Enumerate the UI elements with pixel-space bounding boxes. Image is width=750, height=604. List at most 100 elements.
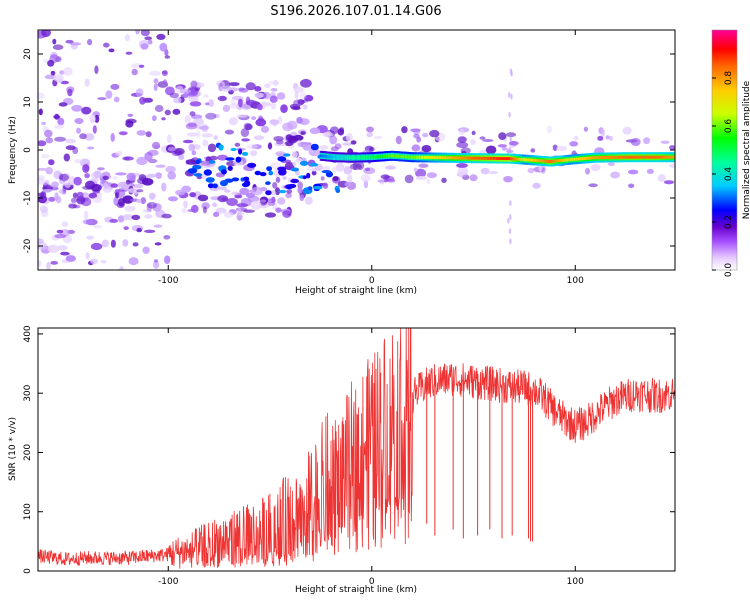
spectrogram-cell — [38, 140, 47, 147]
spectrogram-cell — [272, 80, 279, 86]
spectrogram-cell — [178, 154, 185, 161]
tone-track-core — [577, 157, 581, 161]
tone-track-core — [346, 156, 349, 160]
spectrogram-cell — [469, 174, 478, 182]
tone-track-core — [353, 156, 357, 160]
tone-track-core — [604, 156, 608, 159]
spectrogram-cell — [336, 162, 345, 172]
tone-track-core — [400, 155, 404, 158]
spectrogram-cell — [300, 160, 309, 166]
tone-track-core — [347, 156, 350, 160]
spectrogram-cell — [272, 182, 278, 189]
tone-track-core — [335, 155, 338, 159]
spectrogram-cell — [202, 139, 209, 147]
spectrogram-cell — [70, 197, 77, 203]
tone-track-core — [563, 158, 566, 162]
snr-panel: -100 0 100 0 100 200 300 400 Height of straigh… — [8, 325, 676, 595]
spectrogram-cell — [76, 195, 86, 205]
spectrogram-cell — [63, 67, 73, 76]
spectrogram-cell — [401, 126, 408, 134]
spectrogram-cell — [350, 163, 362, 171]
spectrogram-cell — [52, 44, 64, 50]
spectrogram-cell — [573, 135, 579, 141]
spectrogram-cell — [84, 78, 90, 87]
spectrogram-cell — [267, 142, 273, 150]
spectrogram-cell — [508, 146, 512, 153]
spectrogram-cell — [237, 207, 242, 216]
tone-track-core — [343, 156, 346, 159]
spectrogram-cell — [82, 164, 90, 173]
tone-track-core — [566, 158, 570, 162]
spectrogram-cell — [164, 109, 171, 116]
spectrogram-cell — [183, 200, 188, 209]
colorbar: 0.0 0.2 0.4 0.6 0.8 Normalized spectral ampl… — [711, 29, 750, 277]
spectrogram-cell — [161, 117, 166, 121]
spectrogram-cell — [456, 163, 468, 168]
spectrogram-cell — [144, 214, 153, 219]
spectrogram-cell — [203, 169, 212, 176]
tone-track-core — [592, 156, 596, 160]
spectrogram-cell — [115, 151, 123, 157]
spectrogram-cell — [290, 131, 298, 136]
spectrogram-cell — [597, 135, 604, 141]
tone-track-core — [558, 159, 561, 163]
y-tick-label: 0 — [23, 568, 33, 574]
spectrogram-cell — [85, 252, 90, 260]
tone-track-core — [499, 157, 504, 160]
tone-track-core — [606, 156, 611, 159]
spectrogram-cell — [153, 83, 158, 92]
spectrogram-cell — [608, 135, 614, 142]
spectrogram-cell — [646, 168, 654, 174]
spectrogram-cell — [219, 85, 232, 92]
spectrogram-cell — [422, 132, 429, 138]
spectrogram-cell — [413, 128, 421, 135]
tone-track-core — [647, 155, 651, 159]
spectrogram-cell — [482, 139, 494, 142]
spectrogram-cell — [74, 118, 84, 124]
tone-track-core — [368, 155, 372, 159]
spectrogram-cell — [320, 176, 325, 181]
spectrogram-cell — [187, 168, 198, 174]
spectrogram-cell — [122, 214, 134, 221]
tone-track-core — [464, 156, 468, 160]
spectrogram-cell — [250, 201, 262, 210]
tone-track-core — [389, 154, 392, 158]
spectrogram-cell — [84, 173, 90, 179]
spectrogram-cell — [292, 151, 298, 158]
spectrogram-cell — [153, 78, 159, 84]
tone-track-core — [527, 158, 531, 162]
tone-track-core — [593, 156, 598, 160]
tone-track-core — [511, 157, 514, 161]
tone-track-core — [609, 155, 613, 159]
spectrogram-cell — [590, 163, 601, 172]
tone-track-core — [492, 156, 497, 160]
tone-track-core — [664, 155, 668, 159]
spectrogram-cell — [161, 213, 172, 219]
spectrogram-cell — [162, 79, 168, 85]
spectrogram-cell — [290, 167, 299, 172]
spectrogram-cell — [93, 224, 102, 229]
tone-track-core — [588, 156, 591, 160]
spectrogram-cell — [585, 167, 590, 175]
spectrogram-cell — [140, 43, 149, 50]
spectrogram-cell — [251, 116, 257, 120]
tone-track-core — [512, 157, 515, 161]
spectrogram-cell — [90, 242, 103, 251]
spectrogram-cell — [172, 108, 181, 115]
spectrogram-cell — [50, 70, 56, 76]
spectrogram-cell — [643, 137, 651, 145]
snr-x-label: Height of straight line (km) — [295, 585, 417, 595]
spectrogram-cell — [277, 156, 287, 162]
spectrogram-cell — [205, 102, 210, 106]
spectrogram-cell — [304, 196, 313, 205]
spectrogram-cell — [509, 68, 513, 75]
spectrogram-cell — [100, 260, 107, 264]
tone-track-core — [410, 155, 415, 159]
spectrogram-cell — [245, 82, 256, 91]
spectrogram-cell — [229, 103, 241, 109]
spectrogram-cell — [312, 185, 323, 190]
spectrogram-cell — [41, 121, 46, 125]
spectrogram-cell — [63, 153, 70, 162]
spectrogram-cell — [366, 132, 374, 138]
spectrogram-cell — [154, 242, 162, 246]
